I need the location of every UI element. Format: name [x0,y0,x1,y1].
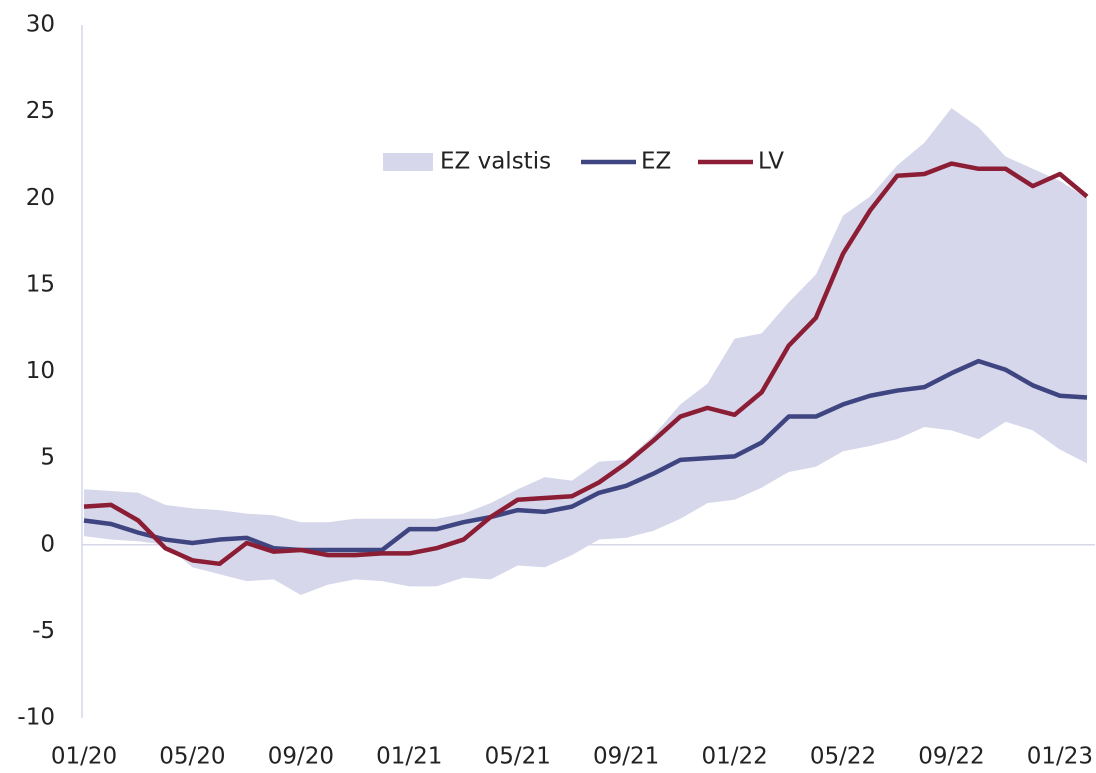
x-tick-label: 01/23 [1027,744,1093,770]
y-tick-label: 30 [26,12,55,38]
y-tick-label: 10 [26,358,55,384]
series-line [83,358,1088,553]
x-tick-label: 05/21 [485,744,551,770]
x-tick-label: 01/21 [376,744,442,770]
legend-label: EZ [641,149,671,175]
y-tick-label: -10 [17,705,55,731]
x-tick-label: 09/20 [268,744,334,770]
series-line [83,161,1089,567]
legend-swatch [383,153,433,171]
legend-label: LV [758,149,784,175]
y-tick-label: 25 [26,98,55,124]
y-tick-label: 5 [40,445,55,471]
legend-label: EZ valstis [440,149,551,175]
x-tick-label: 01/22 [701,744,767,770]
x-tick-label: 05/22 [810,744,876,770]
x-tick-label: 05/20 [159,744,225,770]
band-area [84,108,1087,595]
y-tick-label: 20 [26,185,55,211]
y-tick-label: 15 [26,271,55,297]
x-tick-label: 01/20 [51,744,117,770]
y-tick-label: 0 [40,531,55,557]
x-tick-label: 09/21 [593,744,659,770]
y-tick-label: -5 [32,618,55,644]
x-tick-label: 09/22 [918,744,984,770]
